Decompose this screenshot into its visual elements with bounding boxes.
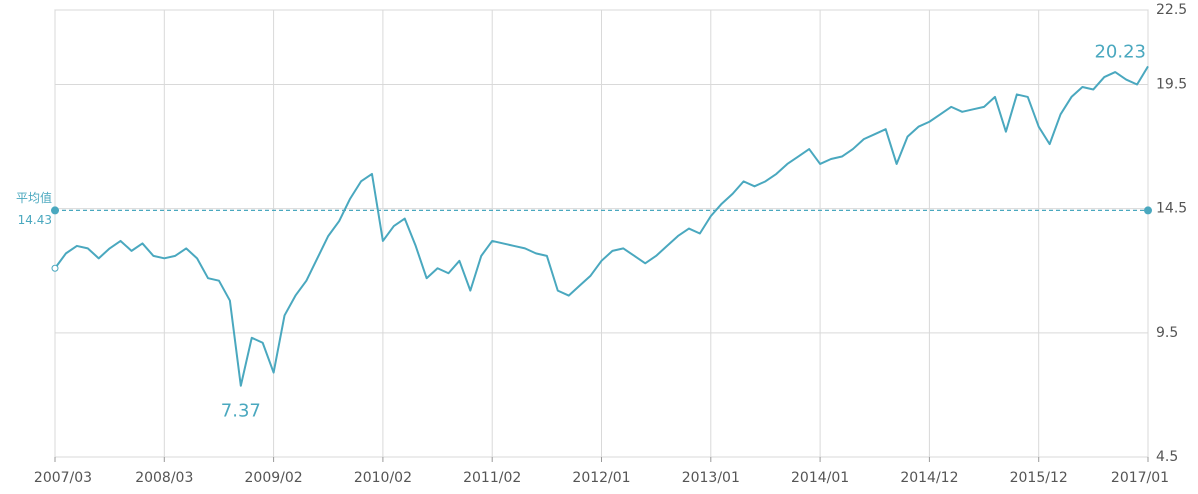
- x-tick-label: 2009/02: [245, 470, 303, 486]
- y-tick-label: 14.5: [1156, 201, 1187, 217]
- y-tick-label: 9.5: [1156, 325, 1178, 341]
- y-tick-label: 4.5: [1156, 449, 1178, 465]
- start-dot: [51, 264, 59, 272]
- x-tick-label: 2014/01: [791, 470, 849, 486]
- y-tick-label: 19.5: [1156, 77, 1187, 93]
- x-tick-label: 2008/03: [135, 470, 193, 486]
- mean-value: 14.43: [18, 213, 52, 227]
- x-tick-label: 2014/12: [900, 470, 958, 486]
- x-tick-label: 2017/01: [1111, 470, 1169, 486]
- mean-dot: [51, 206, 59, 215]
- x-tick-label: 2015/12: [1010, 470, 1068, 486]
- min-label: 7.37: [221, 401, 261, 422]
- mean-label: 平均值: [16, 190, 52, 205]
- x-tick-label: 2011/02: [463, 470, 521, 486]
- last-label: 20.23: [1094, 41, 1146, 62]
- x-tick-label: 2010/02: [354, 470, 412, 486]
- data-line: [54, 65, 1149, 387]
- mean-dot: [1144, 206, 1152, 215]
- x-tick-label: 2012/01: [572, 470, 630, 486]
- x-tick-label: 2013/01: [682, 470, 740, 486]
- y-tick-label: 22.5: [1156, 2, 1187, 18]
- x-tick-label: 2007/03: [34, 470, 92, 486]
